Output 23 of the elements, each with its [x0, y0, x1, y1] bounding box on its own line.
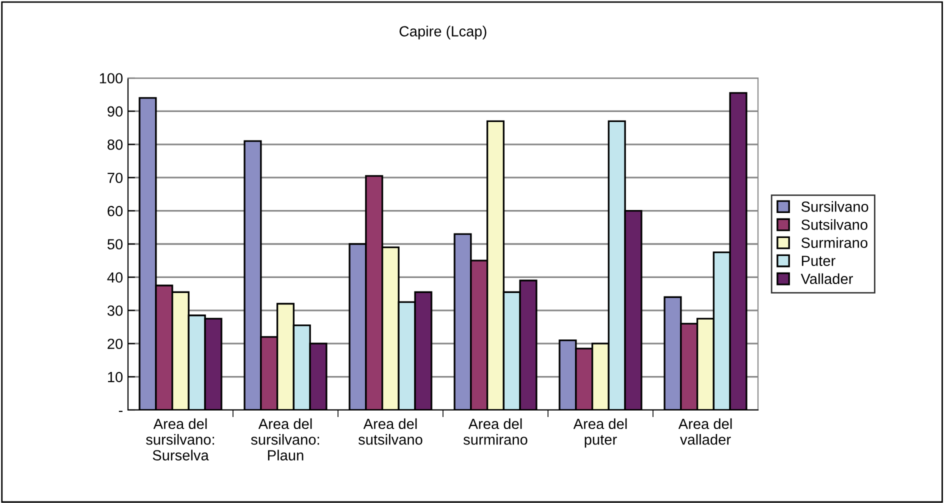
- legend-label: Puter: [802, 256, 836, 266]
- legend-label: Sursilvano: [801, 201, 868, 212]
- x-tick-label: Area del puter: [573, 418, 627, 448]
- x-tick-label: Area del surmirano: [463, 418, 528, 445]
- y-tick-label: 100: [100, 73, 123, 84]
- y-tick-label: 70: [108, 172, 123, 184]
- legend-label: Sutsilvano: [801, 219, 868, 230]
- x-tick-label: Area del sutsilvano: [358, 418, 422, 445]
- y-tick-label: 20: [108, 338, 123, 350]
- y-tick-label: 40: [107, 272, 123, 283]
- y-tick-label: 60: [108, 206, 123, 216]
- legend-label: Vallader: [800, 273, 853, 284]
- x-tick-label: Area del sursilvano: Plaun: [251, 418, 320, 460]
- chart-title: Capire (Lcap): [400, 26, 486, 40]
- y-tick-label: 10: [108, 372, 123, 382]
- x-tick-label: Area del vallader: [678, 418, 732, 445]
- y-tick-label: 30: [107, 306, 123, 316]
- legend-label: Surmirano: [801, 237, 868, 248]
- y-tick-label: -: [118, 410, 122, 412]
- y-tick-label: 80: [108, 140, 123, 150]
- y-tick-label: 90: [108, 106, 123, 117]
- x-tick-label: Area del sursilvano: Surselva: [146, 418, 214, 460]
- y-tick-label: 50: [108, 239, 123, 250]
